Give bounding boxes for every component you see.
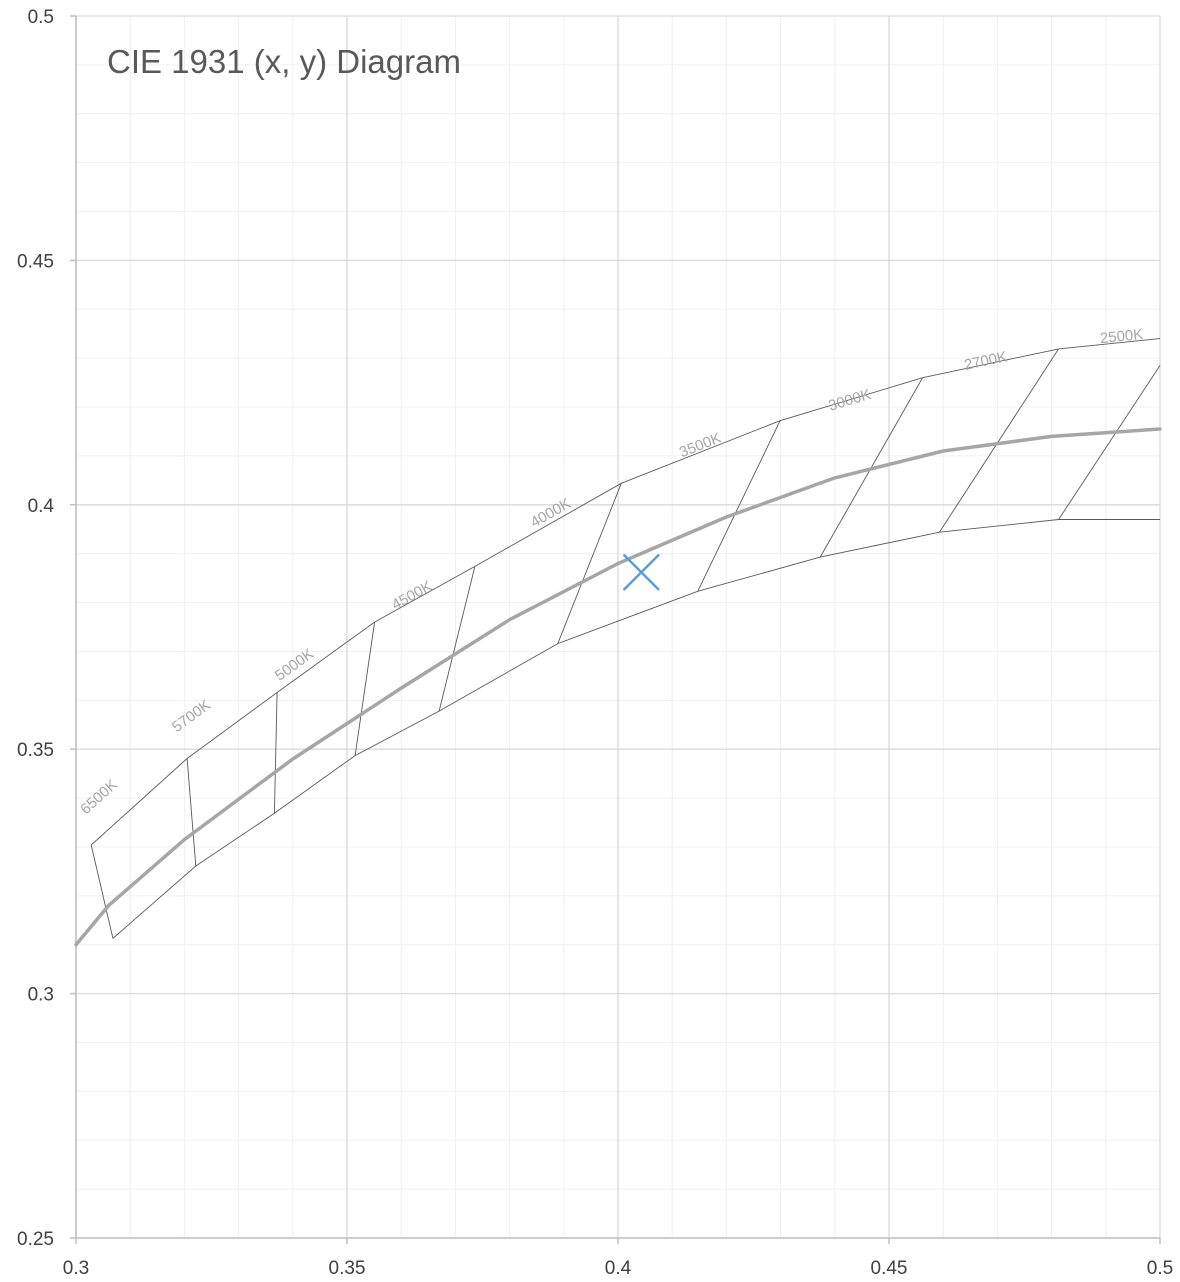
y-tick-label: 0.25 [17, 1229, 54, 1250]
quadrangle-edge [186, 758, 197, 867]
cct-label: 2700K [963, 348, 1009, 374]
y-tick-label: 0.4 [28, 496, 55, 517]
quadrangle-edge [1058, 365, 1161, 520]
x-tick-label: 0.35 [329, 1258, 366, 1279]
x-tick-label: 0.5 [1147, 1258, 1173, 1279]
y-tick-label: 0.5 [28, 7, 54, 28]
cct-quadrangles [90, 338, 1161, 939]
chart-title: CIE 1931 (x, y) Diagram [107, 43, 461, 80]
cct-label: 4500K [389, 578, 435, 614]
y-tick-label: 0.3 [28, 985, 54, 1006]
x-tick-label: 0.45 [871, 1258, 908, 1279]
quadrangle-edge [273, 692, 278, 814]
lower-boundary-line [112, 519, 1160, 939]
planckian-locus [74, 427, 1162, 947]
chart-axes [70, 15, 1161, 1244]
y-tick-label: 0.35 [17, 740, 54, 761]
quadrangle-edge [438, 566, 476, 712]
cct-label: 3000K [827, 386, 873, 415]
measured-point-marker [623, 554, 660, 591]
cct-label: 3500K [677, 430, 724, 462]
planckian-locus-line [74, 427, 1162, 947]
quadrangle-edge [354, 622, 376, 756]
quadrangle-edge [697, 420, 781, 592]
quadrangle-edge [557, 483, 622, 644]
x-tick-label: 0.4 [605, 1258, 632, 1279]
chromaticity-marker [623, 554, 660, 591]
x-axis-tick-labels: 0.3 0.35 0.4 0.45 0.5 [63, 1258, 1173, 1279]
y-tick-label: 0.45 [17, 251, 54, 272]
quadrangle-edge [90, 844, 114, 939]
cct-label: 6500K [77, 776, 121, 818]
cct-label: 2500K [1099, 326, 1144, 347]
quadrangle-edge [939, 348, 1059, 533]
upper-boundary-line [90, 338, 1161, 846]
cct-label: 5700K [169, 697, 214, 736]
x-tick-label: 0.3 [63, 1258, 89, 1279]
cct-label: 4000K [528, 495, 574, 531]
cct-labels: 6500K5700K5000K4500K4000K3500K3000K2700K… [77, 326, 1144, 818]
y-axis-tick-labels: 0.5 0.45 0.4 0.35 0.3 0.25 [17, 7, 54, 1250]
